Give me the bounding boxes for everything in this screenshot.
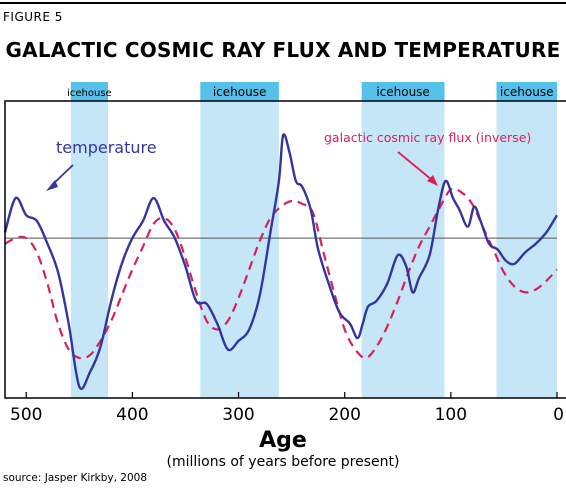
icehouse-band-labels: icehouse icehouse icehouse icehouse bbox=[67, 82, 557, 101]
icehouse-label-box bbox=[496, 82, 557, 101]
x-tick-label: 200 bbox=[328, 405, 360, 425]
x-tick-label: 300 bbox=[222, 405, 254, 425]
gcr-arrow bbox=[397, 151, 433, 181]
x-axis-sublabel: (millions of years before present) bbox=[167, 454, 400, 470]
annotations: temperature galactic cosmic ray flux (inv… bbox=[46, 130, 531, 191]
x-tick-label: 0 bbox=[553, 405, 564, 425]
temperature-annotation: temperature bbox=[56, 138, 157, 157]
plot-frame bbox=[4, 100, 566, 399]
icehouse-label: icehouse bbox=[376, 85, 430, 99]
x-tick-label: 500 bbox=[10, 405, 42, 425]
x-axis-ticks: 500 400 300 200 100 0 bbox=[10, 392, 564, 425]
series-gcr-flux-line bbox=[4, 187, 558, 360]
x-tick-label: 100 bbox=[435, 405, 467, 425]
icehouse-label-box bbox=[200, 82, 279, 101]
icehouse-label-box bbox=[361, 82, 445, 101]
icehouse-band bbox=[70, 101, 108, 398]
x-tick-label: 400 bbox=[116, 405, 148, 425]
figure-label: FIGURE 5 bbox=[3, 10, 63, 24]
gcr-annotation: galactic cosmic ray flux (inverse) bbox=[324, 130, 531, 145]
source-note: source: Jasper Kirkby, 2008 bbox=[3, 472, 148, 484]
icehouse-band bbox=[200, 101, 279, 398]
series-temperature-line bbox=[3, 133, 559, 390]
icehouse-label-box bbox=[70, 82, 108, 101]
chart-title: GALACTIC COSMIC RAY FLUX AND TEMPERATURE bbox=[5, 38, 561, 62]
icehouse-label: icehouse bbox=[67, 88, 112, 99]
icehouse-label: icehouse bbox=[500, 85, 554, 99]
gcr-arrowhead bbox=[427, 175, 438, 186]
temperature-arrowhead bbox=[46, 180, 58, 191]
x-axis-label: Age bbox=[259, 428, 307, 453]
icehouse-label: icehouse bbox=[213, 85, 267, 99]
top-rule bbox=[0, 2, 566, 4]
